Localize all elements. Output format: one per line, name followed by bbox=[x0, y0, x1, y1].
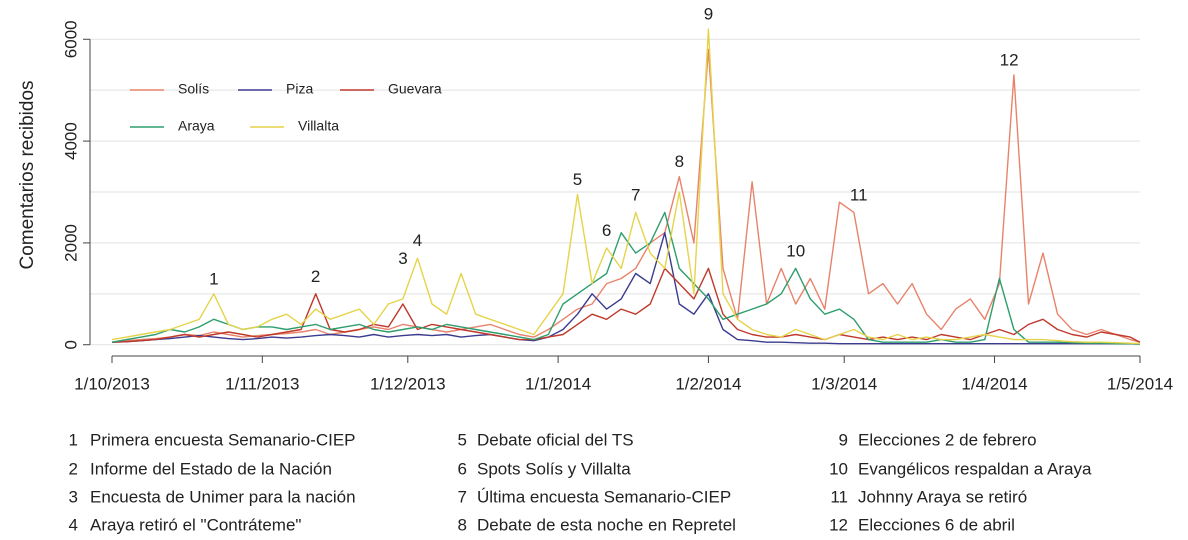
y-tick-label: 4000 bbox=[61, 122, 80, 160]
annotation: 1 bbox=[209, 269, 218, 288]
y-tick-label: 0 bbox=[61, 340, 80, 349]
legend-label: Villalta bbox=[298, 118, 339, 134]
x-tick-label: 1/10/2013 bbox=[74, 374, 150, 393]
note-text: Primera encuesta Semanario-CIEP bbox=[90, 430, 356, 449]
note-number: 7 bbox=[458, 487, 467, 506]
note-number: 9 bbox=[839, 430, 848, 449]
series-line bbox=[111, 211, 1141, 345]
note-text: Debate de esta noche en Repretel bbox=[477, 515, 736, 534]
note-number: 10 bbox=[829, 459, 848, 478]
note-text: Spots Solís y Villalta bbox=[477, 459, 631, 478]
annotation: 2 bbox=[311, 267, 320, 286]
legend-label: Solís bbox=[178, 81, 209, 97]
series-line bbox=[111, 231, 1141, 345]
note-number: 4 bbox=[69, 515, 78, 534]
note-number: 12 bbox=[829, 515, 848, 534]
series-line bbox=[111, 28, 1141, 345]
note-text: Elecciones 2 de febrero bbox=[858, 430, 1037, 449]
x-tick-label: 1/11/2013 bbox=[225, 374, 299, 393]
note-text: Última encuesta Semanario-CIEP bbox=[477, 487, 731, 506]
x-tick-label: 1/3/2014 bbox=[811, 374, 877, 393]
legend-label: Piza bbox=[286, 81, 313, 97]
note-number: 6 bbox=[458, 459, 467, 478]
annotation: 7 bbox=[631, 185, 640, 204]
x-tick-label: 1/2/2014 bbox=[675, 374, 741, 393]
note-number: 5 bbox=[458, 430, 467, 449]
note-text: Araya retiró el "Contráteme" bbox=[90, 515, 301, 534]
note-number: 2 bbox=[69, 459, 78, 478]
note-text: Encuesta de Unimer para la nación bbox=[90, 487, 356, 506]
note-text: Elecciones 6 de abril bbox=[858, 515, 1015, 534]
x-tick-label: 1/12/2013 bbox=[370, 374, 446, 393]
annotation: 5 bbox=[573, 170, 582, 189]
note-text: Informe del Estado de la Nación bbox=[90, 459, 332, 478]
annotation: 6 bbox=[602, 221, 611, 240]
note-text: Johnny Araya se retiró bbox=[858, 487, 1027, 506]
legend-label: Araya bbox=[178, 118, 215, 134]
series-line bbox=[111, 48, 1141, 343]
series-line bbox=[111, 267, 1141, 343]
x-tick-label: 1/5/2014 bbox=[1107, 374, 1173, 393]
legend-label: Guevara bbox=[388, 81, 442, 97]
annotation: 8 bbox=[675, 152, 684, 171]
note-text: Debate oficial del TS bbox=[477, 430, 634, 449]
x-tick-label: 1/4/2014 bbox=[961, 374, 1027, 393]
note-number: 11 bbox=[830, 487, 848, 506]
annotation: 10 bbox=[786, 241, 805, 260]
annotation: 9 bbox=[704, 5, 713, 24]
annotation: 3 bbox=[398, 249, 407, 268]
note-number: 8 bbox=[458, 515, 467, 534]
annotation: 4 bbox=[413, 231, 422, 250]
y-axis-label: Comentarios recibidos bbox=[17, 80, 38, 269]
note-number: 1 bbox=[69, 430, 78, 449]
x-tick-label: 1/1/2014 bbox=[525, 374, 591, 393]
annotation: 12 bbox=[1000, 50, 1019, 69]
y-tick-label: 6000 bbox=[61, 20, 80, 58]
annotation: 11 bbox=[850, 185, 868, 204]
note-text: Evangélicos respaldan a Araya bbox=[858, 459, 1092, 478]
note-number: 3 bbox=[69, 487, 78, 506]
y-tick-label: 2000 bbox=[61, 224, 80, 262]
